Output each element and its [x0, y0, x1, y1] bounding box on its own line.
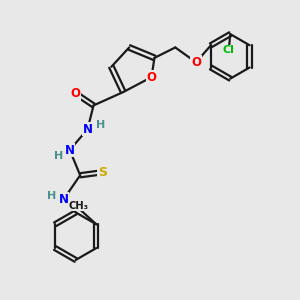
Text: CH₃: CH₃	[68, 201, 88, 211]
Text: N: N	[82, 123, 93, 136]
Text: O: O	[71, 87, 81, 100]
Text: N: N	[82, 123, 93, 136]
Text: Cl: Cl	[223, 45, 235, 56]
Text: N: N	[59, 193, 69, 206]
Text: N: N	[65, 143, 75, 157]
Text: N: N	[59, 193, 69, 206]
Text: S: S	[98, 166, 107, 179]
Text: S: S	[98, 166, 107, 179]
Text: H: H	[54, 151, 63, 161]
Text: O: O	[146, 71, 157, 84]
Text: O: O	[191, 56, 201, 69]
Text: H: H	[54, 151, 63, 161]
Text: N: N	[65, 143, 75, 157]
Text: O: O	[71, 87, 81, 100]
Text: H: H	[47, 191, 56, 201]
Text: H: H	[47, 191, 56, 201]
Text: H: H	[96, 120, 106, 130]
Text: O: O	[191, 56, 201, 69]
Text: H: H	[96, 120, 106, 130]
Text: Cl: Cl	[223, 45, 235, 56]
